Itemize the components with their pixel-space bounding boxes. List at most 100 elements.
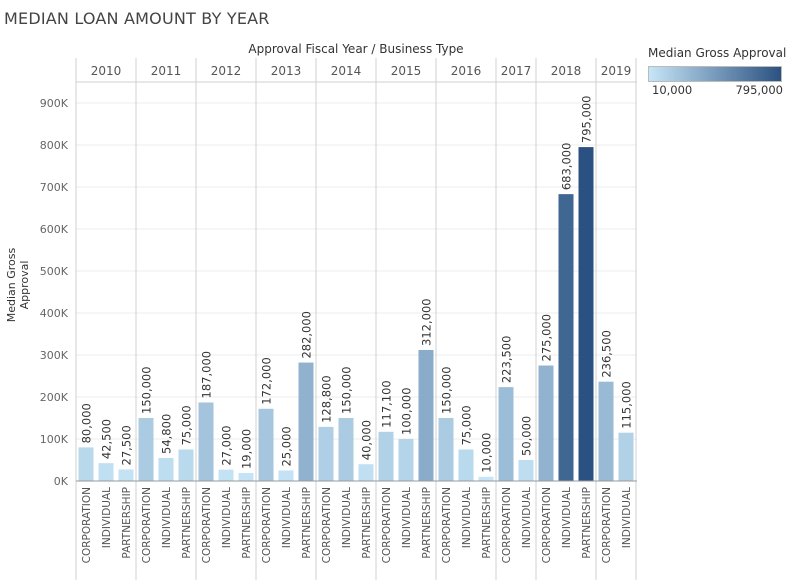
x-tick-label: INDIVIDUAL (561, 487, 573, 548)
data-label: 10,000 (480, 433, 494, 473)
bar (158, 457, 174, 481)
y-tick-label: 0K (54, 475, 69, 488)
x-tick-label: CORPORATION (141, 487, 153, 563)
bar (478, 476, 494, 481)
data-label: 40,000 (360, 420, 374, 460)
x-tick-label: PARTNERSHIP (421, 487, 433, 559)
bar (338, 418, 354, 481)
bar (398, 439, 414, 481)
data-label: 187,000 (200, 351, 214, 399)
year-header-label: 2011 (151, 64, 182, 78)
year-header-label: 2015 (391, 64, 422, 78)
data-label: 54,800 (160, 414, 174, 454)
x-axis-title: Approval Fiscal Year / Business Type (248, 42, 464, 56)
bar (618, 432, 634, 481)
data-label: 150,000 (340, 366, 354, 414)
bar (258, 408, 274, 481)
bar (98, 463, 114, 481)
year-header-label: 2010 (91, 64, 122, 78)
color-legend: Median Gross Approval 10,000 795,000 (648, 46, 786, 97)
y-tick-label: 800K (40, 139, 69, 152)
data-label: 80,000 (80, 403, 94, 443)
bar (358, 464, 374, 481)
bar (118, 469, 134, 481)
bar (578, 147, 594, 481)
bar (238, 473, 254, 481)
data-label: 115,000 (620, 381, 634, 429)
data-label: 312,000 (420, 298, 434, 346)
x-tick-label: INDIVIDUAL (281, 487, 293, 548)
x-tick-label: CORPORATION (441, 487, 453, 563)
y-tick-label: 400K (40, 307, 69, 320)
year-header-label: 2012 (211, 64, 242, 78)
x-tick-label: INDIVIDUAL (461, 487, 473, 548)
bar (498, 387, 514, 481)
data-label: 27,000 (220, 425, 234, 465)
x-tick-label: INDIVIDUAL (221, 487, 233, 548)
x-tick-label: PARTNERSHIP (301, 487, 313, 559)
data-label: 42,500 (100, 419, 114, 459)
year-header-label: 2018 (551, 64, 582, 78)
x-tick-label: INDIVIDUAL (401, 487, 413, 548)
data-label: 150,000 (440, 366, 454, 414)
year-header-label: 2014 (331, 64, 362, 78)
x-tick-label: INDIVIDUAL (161, 487, 173, 548)
data-label: 75,000 (460, 405, 474, 445)
x-tick-label: CORPORATION (261, 487, 273, 563)
bar (278, 470, 294, 481)
bar (418, 349, 434, 481)
x-tick-label: PARTNERSHIP (241, 487, 253, 559)
data-label: 282,000 (300, 311, 314, 359)
data-label: 25,000 (280, 426, 294, 466)
bar (538, 365, 554, 481)
year-header-label: 2017 (501, 64, 532, 78)
data-label: 117,100 (380, 380, 394, 428)
data-label: 683,000 (560, 143, 574, 191)
x-tick-label: CORPORATION (321, 487, 333, 563)
x-tick-label: CORPORATION (201, 487, 213, 563)
bar (138, 418, 154, 481)
x-tick-label: INDIVIDUAL (341, 487, 353, 548)
legend-max-label: 795,000 (735, 83, 783, 97)
bar (438, 418, 454, 481)
bar (78, 447, 94, 481)
y-tick-label: 200K (40, 391, 69, 404)
x-tick-label: PARTNERSHIP (361, 487, 373, 559)
x-tick-label: INDIVIDUAL (101, 487, 113, 548)
legend-gradient (648, 66, 782, 82)
bar (558, 194, 574, 481)
bar (598, 381, 614, 481)
x-tick-label: PARTNERSHIP (481, 487, 493, 559)
y-tick-label: 300K (40, 349, 69, 362)
data-label: 795,000 (580, 96, 594, 144)
x-tick-label: CORPORATION (381, 487, 393, 563)
data-label: 223,500 (500, 336, 514, 384)
year-header-label: 2016 (451, 64, 482, 78)
data-label: 100,000 (400, 387, 414, 435)
y-tick-label: 500K (40, 265, 69, 278)
bar (458, 449, 474, 481)
x-tick-label: CORPORATION (81, 487, 93, 563)
x-tick-label: PARTNERSHIP (581, 487, 593, 559)
bar (518, 460, 534, 481)
bar (198, 402, 214, 481)
y-tick-label: 100K (40, 433, 69, 446)
x-tick-label: CORPORATION (541, 487, 553, 563)
data-label: 275,000 (540, 314, 554, 362)
data-label: 150,000 (140, 366, 154, 414)
data-label: 19,000 (240, 429, 254, 469)
legend-min-label: 10,000 (652, 83, 693, 97)
x-tick-label: INDIVIDUAL (521, 487, 533, 548)
y-tick-label: 900K (40, 97, 69, 110)
data-label: 50,000 (520, 416, 534, 456)
x-tick-label: CORPORATION (501, 487, 513, 563)
bar (178, 449, 194, 481)
data-label: 172,000 (260, 357, 274, 405)
x-tick-label: CORPORATION (601, 487, 613, 563)
bar (318, 426, 334, 481)
bar (378, 431, 394, 481)
data-label: 236,500 (600, 330, 614, 378)
data-label: 75,000 (180, 405, 194, 445)
x-tick-label: PARTNERSHIP (181, 487, 193, 559)
year-header-label: 2013 (271, 64, 302, 78)
